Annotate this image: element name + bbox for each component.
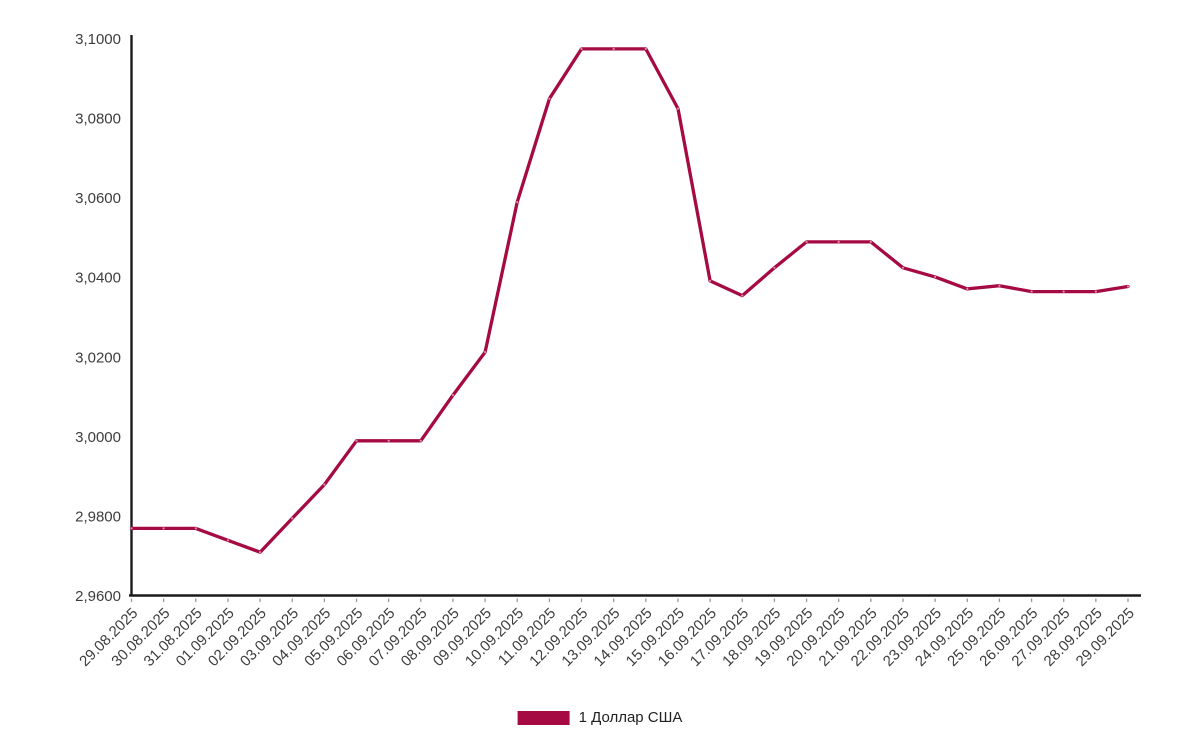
data-point-marker: [451, 394, 455, 397]
data-point-marker: [612, 47, 615, 51]
data-point-marker: [162, 527, 165, 530]
legend-label-usd: 1 Доллар США: [578, 709, 683, 726]
y-axis-label: 3,0200: [75, 349, 121, 366]
data-point-marker: [580, 47, 583, 51]
data-point-marker: [516, 201, 519, 204]
data-point-marker: [1062, 290, 1065, 293]
data-point-marker: [901, 266, 905, 269]
y-axis-label: 3,0400: [75, 270, 121, 287]
legend-swatch-usd: [517, 710, 570, 725]
data-point-marker: [1126, 285, 1130, 288]
data-point-marker: [419, 439, 422, 442]
y-axis-label: 3,0000: [75, 429, 121, 446]
y-axis-label: 3,0600: [75, 190, 121, 207]
data-point-marker: [1094, 290, 1097, 293]
data-point-marker: [998, 284, 1001, 287]
data-point-marker: [226, 539, 229, 542]
rate-line: [129, 47, 1130, 554]
data-point-marker: [741, 294, 744, 297]
data-point-marker: [869, 240, 872, 243]
data-point-marker: [837, 240, 840, 243]
y-axis-label: 2,9600: [75, 588, 121, 605]
data-point-marker: [934, 275, 937, 278]
data-point-marker: [644, 47, 647, 51]
data-point-marker: [676, 107, 680, 110]
data-point-marker: [709, 279, 712, 282]
data-point-marker: [291, 517, 294, 520]
data-point-marker: [484, 351, 487, 354]
data-point-marker: [387, 439, 390, 442]
data-point-marker: [259, 551, 262, 554]
y-axis-label: 2,9800: [75, 508, 121, 525]
data-point-marker: [194, 527, 197, 530]
y-axis-label: 3,1000: [75, 31, 121, 48]
chart-legend: 1 Доллар США: [517, 709, 683, 726]
data-point-marker: [323, 483, 326, 486]
data-point-marker: [548, 97, 551, 100]
data-point-marker: [773, 266, 776, 269]
y-axis-label: 3,0800: [75, 111, 121, 128]
data-point-marker: [355, 439, 358, 442]
data-point-marker: [805, 240, 808, 243]
data-point-marker: [1030, 290, 1033, 293]
data-point-marker: [966, 287, 969, 290]
data-point-marker: [130, 527, 133, 530]
